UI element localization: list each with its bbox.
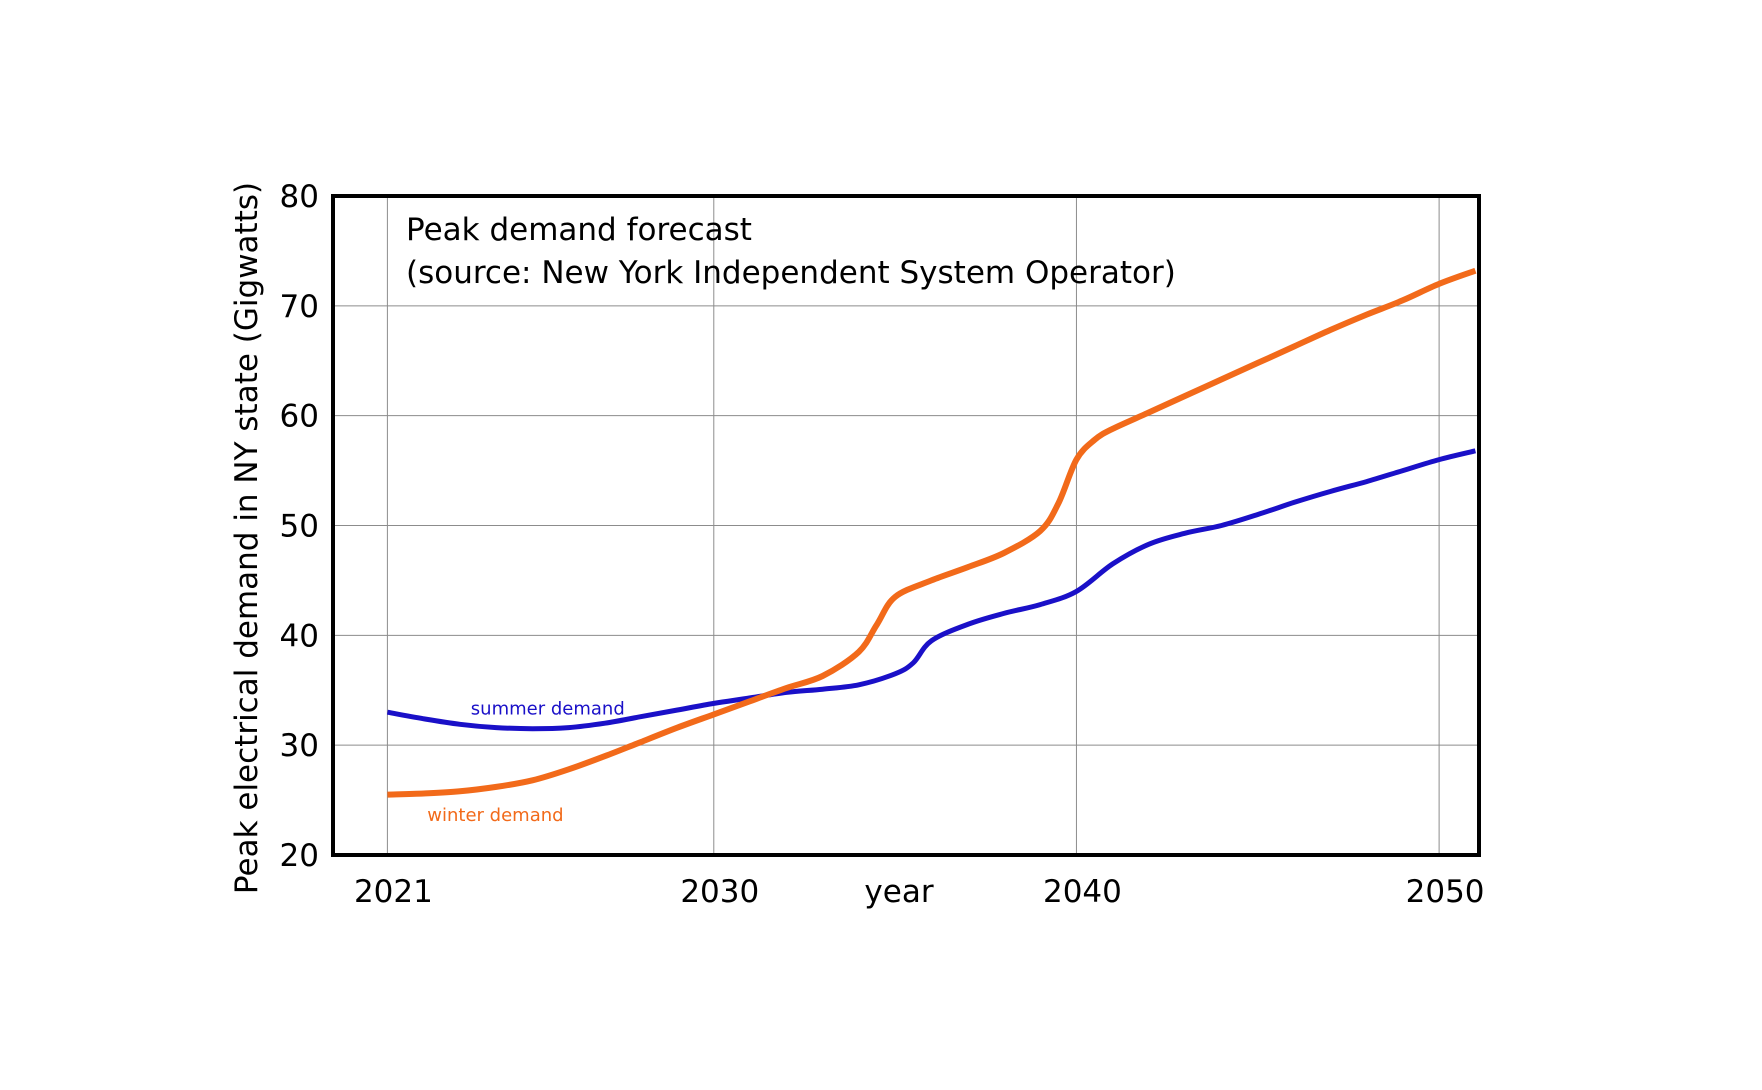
y-tick-label: 80 <box>280 179 319 215</box>
summer-demand-label: summer demand <box>471 698 625 719</box>
x-tick-label: 2021 <box>354 874 433 910</box>
x-axis-title: year <box>864 874 933 910</box>
y-tick-label: 70 <box>280 289 319 325</box>
summer-demand-line <box>386 448 1476 732</box>
x-tick-label: 2030 <box>680 874 759 910</box>
grid-lines <box>333 196 1479 855</box>
data-series: summer demand winter demand <box>386 267 1477 826</box>
chart-subtitle: (source: New York Independent System Ope… <box>406 255 1176 291</box>
y-tick-label: 50 <box>280 509 319 545</box>
x-tick-label: 2040 <box>1043 874 1122 910</box>
plot-frame <box>331 194 1481 857</box>
y-tick-label: 40 <box>280 618 319 654</box>
x-tick-label: 2050 <box>1406 874 1485 910</box>
winter-demand-line <box>387 267 1477 798</box>
y-tick-label: 30 <box>280 728 319 764</box>
y-tick-label: 20 <box>280 838 319 874</box>
y-tick-label: 60 <box>280 399 319 435</box>
y-axis-title: Peak electrical demand in NY state (Gigw… <box>229 182 265 894</box>
chart-title: Peak demand forecast <box>406 212 752 248</box>
winter-demand-label: winter demand <box>427 805 563 826</box>
